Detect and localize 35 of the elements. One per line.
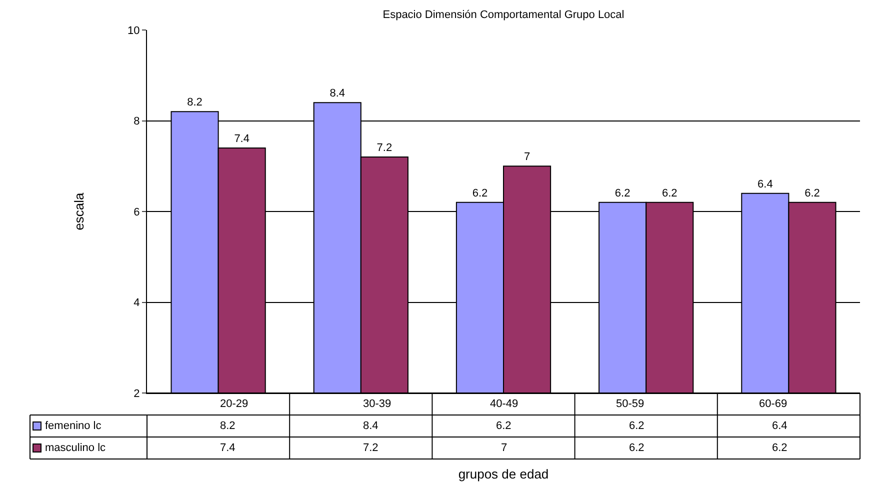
- annotation: 8.4: [330, 88, 346, 100]
- chart-title: Espacio Dimensión Comportamental Grupo Local: [382, 8, 624, 21]
- data-label: 6.2: [772, 442, 788, 454]
- legend-label: masculino lc: [45, 442, 106, 454]
- x-tick-label: 60-69: [759, 398, 788, 410]
- data-label: 7: [501, 442, 508, 454]
- y-tick-label: 6: [134, 206, 140, 218]
- data-label: 6.2: [496, 420, 512, 432]
- annotation: 8.2: [187, 96, 202, 109]
- y-axis-title: escala: [72, 192, 86, 230]
- x-tick-label: 40-49: [490, 398, 518, 410]
- y-tick-label: 10: [128, 24, 140, 37]
- data-label: 7.2: [363, 442, 378, 454]
- data-label: 6.2: [629, 442, 644, 454]
- x-axis-title: grupos de edad: [458, 466, 549, 482]
- y-tick-label: 2: [134, 388, 140, 400]
- data-label: 7.4: [220, 442, 236, 454]
- y-tick-label: 4: [134, 297, 140, 310]
- annotation: 6.2: [662, 187, 678, 200]
- data-label: 8.4: [363, 420, 378, 432]
- x-tick-label: 30-39: [363, 398, 392, 410]
- data-label: 6.2: [629, 420, 644, 432]
- annotation: 6.4: [758, 178, 773, 190]
- annotation: 7.4: [234, 132, 250, 145]
- data-label: 6.4: [772, 420, 788, 432]
- annotation: 7: [524, 151, 530, 164]
- annotation: 6.2: [804, 187, 820, 200]
- x-tick-label: 20-29: [220, 398, 248, 410]
- annotation: 6.2: [614, 187, 630, 200]
- legend-label: femenino lc: [45, 420, 102, 432]
- annotation: 7.2: [376, 142, 392, 154]
- data-label: 8.2: [220, 420, 236, 432]
- y-tick-label: 8: [134, 116, 140, 128]
- annotation: 6.2: [472, 187, 488, 200]
- x-tick-label: 50-59: [616, 398, 644, 410]
